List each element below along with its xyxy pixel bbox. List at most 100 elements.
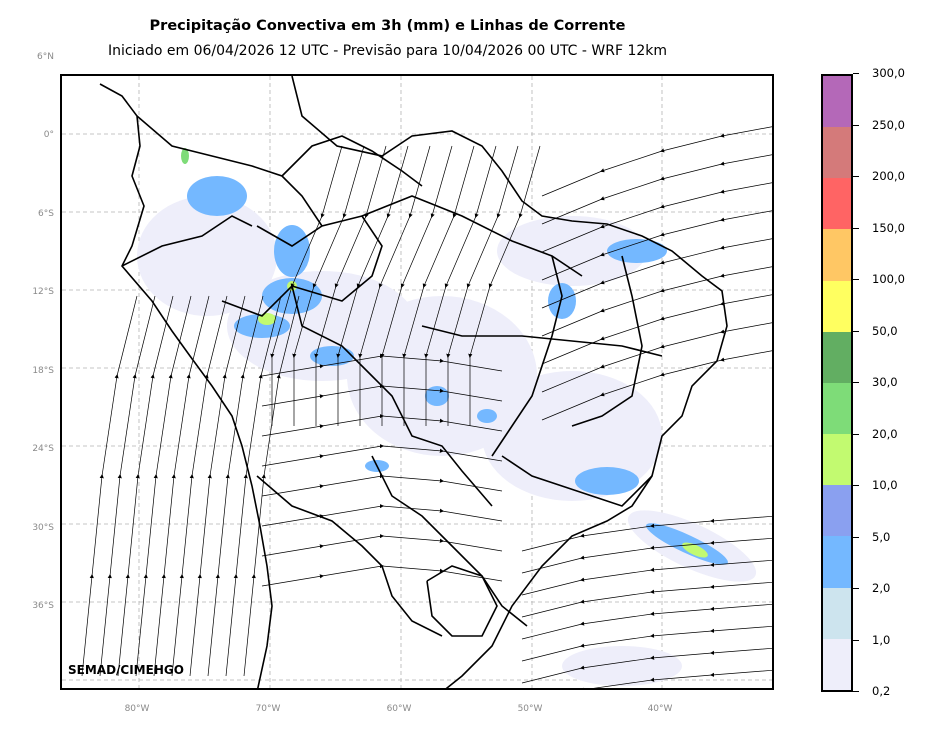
map-canvas	[62, 76, 772, 688]
streamline	[541, 294, 772, 365]
border-states-southeast	[501, 455, 653, 507]
streamline	[541, 350, 772, 421]
precip-area-amazon-west	[137, 196, 277, 316]
colorbar-tick	[853, 73, 859, 74]
colorbar-label: 30,0	[872, 375, 898, 389]
colorbar-label: 1,0	[872, 632, 891, 647]
coastline-pacific	[99, 83, 273, 688]
colorbar-segment	[823, 331, 851, 383]
border-states-east2	[571, 255, 643, 427]
streamline	[541, 266, 772, 337]
border-brazil-west	[221, 215, 383, 317]
colorbar-tick	[853, 382, 859, 383]
streamline	[261, 473, 503, 497]
precip-cell	[274, 225, 310, 277]
streamline	[99, 295, 156, 677]
streamline	[521, 559, 772, 596]
streamline	[314, 145, 387, 426]
streamline	[225, 295, 282, 677]
precip-cell	[425, 386, 449, 406]
colorbar-label: 150,0	[872, 220, 905, 235]
streamline	[521, 603, 772, 640]
colorbar	[821, 74, 853, 692]
border-brazil-south	[371, 455, 528, 627]
colorbar-tick	[853, 639, 859, 641]
streamline	[446, 145, 519, 426]
colorbar-tick	[853, 536, 859, 538]
streamline	[336, 145, 409, 426]
colorbar-tick	[853, 124, 859, 126]
colorbar-segment	[823, 638, 851, 690]
latitude-label: 24°S	[32, 444, 54, 454]
precip-cell	[310, 346, 354, 366]
map-panel[interactable]	[60, 74, 774, 690]
longitude-label: 80°W	[124, 704, 150, 714]
colorbar-segment	[823, 587, 851, 639]
longitude-label: 40°W	[647, 704, 673, 714]
map-subtitle: Iniciado em 06/04/2026 12 UTC - Previsão…	[107, 43, 668, 59]
colorbar-tick	[853, 330, 859, 332]
streamline	[135, 295, 192, 677]
streamline	[261, 443, 503, 467]
colorbar-label: 0,2	[872, 684, 891, 698]
streamline	[243, 295, 300, 677]
colorbar-segment	[823, 75, 851, 128]
coastline-atlantic	[291, 76, 728, 688]
streamline	[521, 581, 772, 618]
colorbar-segment	[823, 382, 851, 435]
latitude-label: 18°S	[32, 366, 54, 376]
colorbar-tick	[853, 227, 859, 229]
streamline	[189, 295, 246, 677]
colorbar-label: 50,0	[872, 323, 898, 338]
colorbar-label: 20,0	[872, 426, 898, 441]
precip-core	[181, 148, 189, 164]
colorbar-tick	[853, 433, 859, 435]
border-brazil-bolivia	[291, 285, 493, 507]
streamline	[541, 126, 772, 197]
colorbar-tick	[853, 279, 859, 280]
longitude-label: 50°W	[517, 704, 543, 714]
colorbar-segment	[823, 280, 851, 332]
streamline	[402, 145, 475, 426]
border-uruguay	[426, 565, 498, 637]
streamline	[171, 295, 228, 677]
colorbar-label: 250,0	[872, 117, 905, 132]
colorbar-segment	[823, 178, 851, 230]
map-title: Precipitação Convectiva em 3h (mm) e Lin…	[149, 18, 626, 34]
streamline	[521, 515, 772, 552]
border-states-east	[491, 255, 563, 457]
border-peru	[121, 215, 253, 267]
precip-cell	[607, 239, 667, 263]
colorbar-segment	[823, 485, 851, 537]
colorbar-label: 300,0	[872, 66, 905, 80]
streamline	[541, 238, 772, 309]
precip-area-south	[562, 646, 682, 686]
streamline	[81, 295, 138, 677]
border-states-central	[421, 325, 663, 357]
colorbar-segment	[823, 127, 851, 179]
precipitation-layer	[137, 148, 757, 686]
border-argentina-chile	[256, 475, 443, 637]
border-states-north	[361, 195, 583, 277]
colorbar-label: 10,0	[872, 478, 898, 492]
streamline	[521, 647, 772, 684]
streamline	[380, 145, 453, 426]
streamlines	[81, 126, 772, 688]
streamline	[521, 625, 772, 662]
colorbar-segment	[823, 229, 851, 281]
streamline	[579, 669, 772, 688]
latitude-label: 36°S	[32, 601, 54, 611]
longitude-label: 70°W	[255, 704, 281, 714]
streamline	[261, 533, 503, 557]
precip-cell	[548, 283, 576, 319]
colorbar-segment	[823, 434, 851, 486]
streamline	[261, 353, 503, 377]
streamline	[468, 145, 541, 426]
streamline	[541, 322, 772, 393]
latitude-label: 30°S	[32, 523, 54, 533]
streamline	[292, 145, 365, 426]
latitude-label: 0°	[43, 130, 54, 140]
precip-cell	[477, 409, 497, 423]
country-borders	[99, 76, 728, 688]
streamline	[358, 145, 431, 426]
